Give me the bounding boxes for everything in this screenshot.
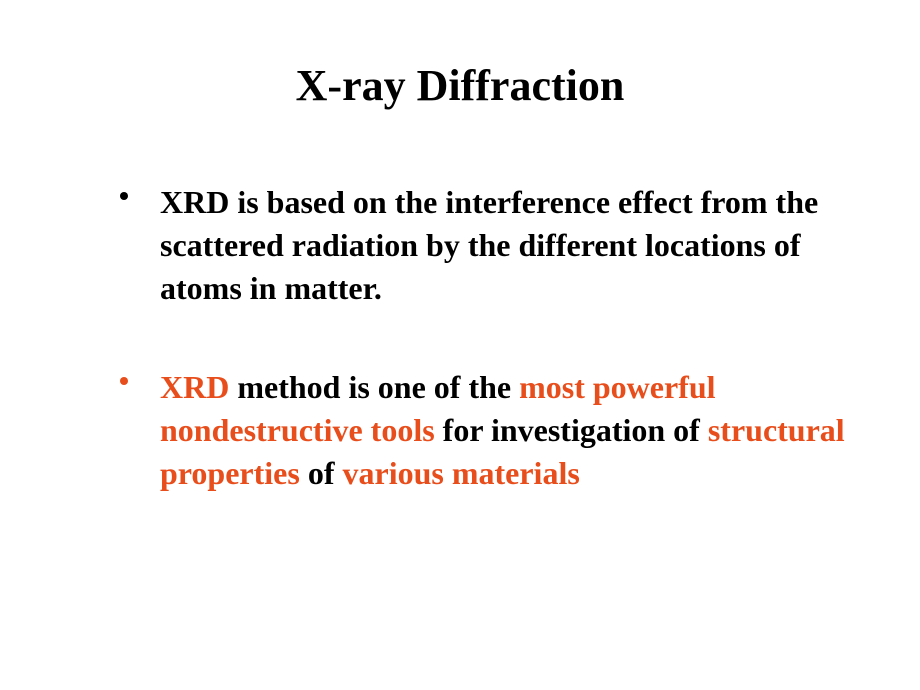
bullet-text-segment: XRD [160, 369, 229, 405]
bullet-dot-icon [120, 192, 128, 200]
slide-title: X-ray Diffraction [70, 60, 850, 111]
bullet-text-segment: various materials [342, 455, 579, 491]
bullet-dot-icon [120, 377, 128, 385]
bullet-item: XRD is based on the interference effect … [120, 181, 850, 311]
bullet-list: XRD is based on the interference effect … [70, 181, 850, 495]
bullet-text-segment: for investigation of [435, 412, 708, 448]
bullet-text-segment: method is one of the [229, 369, 519, 405]
bullet-item: XRD method is one of the most powerful n… [120, 366, 850, 496]
bullet-text-segment: of [300, 455, 343, 491]
bullet-text-segment: XRD is based on the interference effect … [160, 184, 818, 306]
slide: X-ray Diffraction XRD is based on the in… [0, 0, 920, 690]
